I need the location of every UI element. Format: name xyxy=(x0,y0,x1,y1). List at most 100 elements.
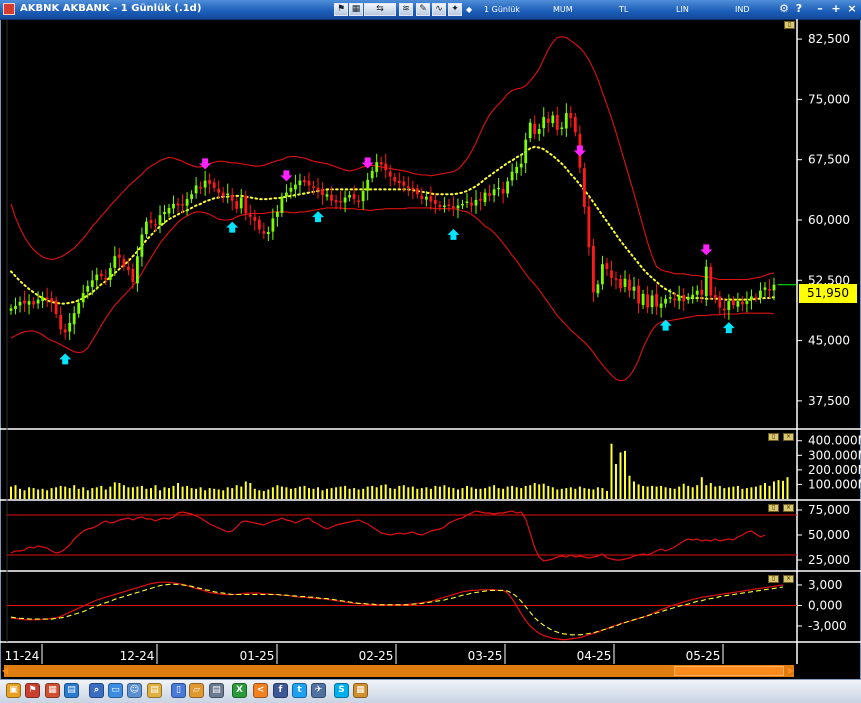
candle xyxy=(248,214,252,217)
horizontal-scrollbar[interactable] xyxy=(4,665,794,677)
volume-bar xyxy=(610,443,613,499)
scrollbar-thumb[interactable] xyxy=(674,666,784,676)
volume-bar xyxy=(32,488,35,499)
volume-axis-label: 200.000M xyxy=(808,463,861,477)
volume-bar xyxy=(73,485,76,499)
volume-bar xyxy=(271,487,274,499)
candle xyxy=(479,198,482,201)
volume-bar xyxy=(407,487,410,499)
volume-bar xyxy=(619,452,622,499)
volume-bar xyxy=(759,485,762,499)
volume-panel-collapse-button[interactable]: ▯ xyxy=(768,433,779,441)
volume-bar xyxy=(19,488,21,499)
search-icon[interactable]: ⌕ xyxy=(89,683,104,698)
database-icon[interactable]: ▯ xyxy=(171,683,186,698)
rsi-panel-collapse-button[interactable]: ▯ xyxy=(768,504,779,512)
volume-bar xyxy=(682,483,685,499)
skype-icon[interactable]: S xyxy=(334,683,349,698)
print-icon[interactable]: ▤ xyxy=(209,683,224,698)
period-selector-icon[interactable]: ⇆ xyxy=(364,3,396,16)
close-icon[interactable]: × xyxy=(847,2,857,15)
compass-icon[interactable]: ✦ xyxy=(448,3,462,16)
scroll-left-icon[interactable]: ◀ xyxy=(1,666,9,675)
volume-bar xyxy=(700,477,703,499)
volume-bar xyxy=(258,490,261,499)
volume-bar xyxy=(344,485,347,499)
volume-bar xyxy=(199,487,202,499)
price-panel-collapse-button[interactable]: ▯ xyxy=(784,21,795,29)
scale-label[interactable]: LIN xyxy=(676,5,689,14)
volume-bar xyxy=(633,481,635,499)
candle xyxy=(524,139,528,164)
candle xyxy=(379,162,383,165)
candle xyxy=(677,295,681,301)
candle xyxy=(542,117,546,129)
volume-bar xyxy=(222,490,225,499)
candle xyxy=(470,202,473,206)
chart-icon[interactable]: ≋ xyxy=(399,3,413,16)
tools-icon[interactable]: ⚙ xyxy=(779,2,789,15)
draw-icon[interactable]: ✎ xyxy=(416,3,430,16)
candle xyxy=(99,273,103,277)
minimize-icon[interactable]: – xyxy=(817,2,823,15)
candle xyxy=(212,182,216,188)
volume-bar xyxy=(393,488,396,499)
flag-icon[interactable]: ⚑ xyxy=(334,3,348,16)
maximize-icon[interactable]: + xyxy=(831,2,841,15)
candle xyxy=(330,194,333,201)
user-icon[interactable]: ☺ xyxy=(127,683,142,698)
help-icon[interactable]: ? xyxy=(795,2,803,15)
candle xyxy=(610,270,613,278)
indicator-icon[interactable]: ∿ xyxy=(432,3,446,16)
volume-bar xyxy=(136,486,139,499)
candle xyxy=(90,280,94,287)
chart-icon[interactable]: ▤ xyxy=(64,683,79,698)
candle xyxy=(149,220,153,224)
grid-icon[interactable]: ▦ xyxy=(45,683,60,698)
candle xyxy=(456,205,460,209)
volume-bar xyxy=(660,485,663,499)
volume-bar xyxy=(542,483,545,499)
candle xyxy=(366,179,370,191)
volume-bar xyxy=(100,485,103,499)
chart-type-label[interactable]: MUM xyxy=(553,5,573,14)
open-icon[interactable]: ▱ xyxy=(189,683,204,698)
rsi-panel-close-button[interactable]: × xyxy=(783,504,794,512)
volume-bar xyxy=(669,488,672,499)
calendar-icon[interactable]: ▦ xyxy=(353,683,368,698)
candle xyxy=(253,216,257,221)
candle xyxy=(361,191,365,202)
volume-bar xyxy=(556,489,559,499)
share-icon[interactable]: < xyxy=(253,683,268,698)
candle xyxy=(727,301,731,310)
document-icon[interactable]: ▤ xyxy=(147,683,162,698)
indicator-label[interactable]: IND xyxy=(735,5,750,14)
buy-signal-icon xyxy=(312,211,325,223)
facebook-icon[interactable]: f xyxy=(273,683,288,698)
currency-label[interactable]: TL xyxy=(619,5,629,14)
scroll-right-icon[interactable]: ▶ xyxy=(787,666,795,675)
grid-icon[interactable]: ▦ xyxy=(349,3,363,16)
period-label[interactable]: 1 Günlük xyxy=(484,5,520,14)
volume-bar xyxy=(524,485,527,499)
x-axis-label: 04-25 xyxy=(577,649,612,663)
tools-icon[interactable]: ✈ xyxy=(311,683,326,698)
volume-bar xyxy=(475,488,477,499)
zoom-label[interactable]: ◆ xyxy=(466,5,473,14)
volume-panel-close-button[interactable]: × xyxy=(783,433,794,441)
macd-panel-close-button[interactable]: × xyxy=(783,575,794,583)
twitter-icon[interactable]: t xyxy=(292,683,307,698)
rsi-line xyxy=(10,510,766,562)
candle xyxy=(759,290,762,298)
macd-panel-collapse-button[interactable]: ▯ xyxy=(768,575,779,583)
folder-icon[interactable]: ▣ xyxy=(6,683,21,698)
volume-bar xyxy=(511,485,514,499)
volume-bar xyxy=(506,486,509,499)
candle xyxy=(244,196,248,214)
candle xyxy=(194,185,198,194)
flag-icon[interactable]: ⚑ xyxy=(25,683,40,698)
candle xyxy=(406,186,410,188)
volume-bar xyxy=(741,488,744,499)
save-icon[interactable]: ▭ xyxy=(108,683,123,698)
excel-icon[interactable]: X xyxy=(232,683,247,698)
